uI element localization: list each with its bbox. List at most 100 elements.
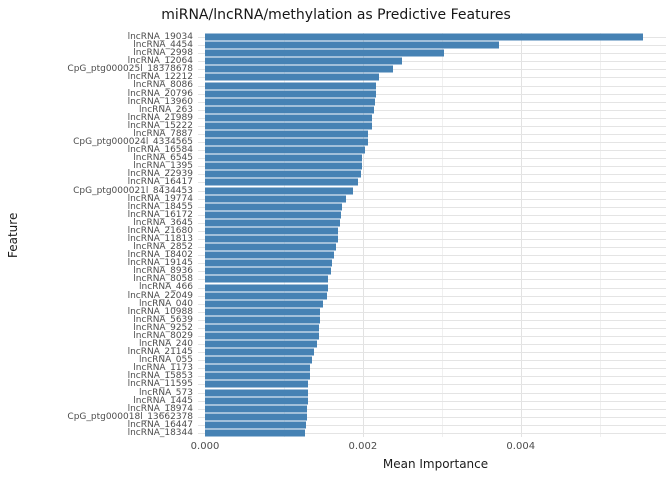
- y-tick-label: lncRNA_8058: [133, 274, 193, 285]
- y-gridline: [198, 400, 666, 402]
- y-gridline: [198, 279, 666, 281]
- y-tick-label: lncRNA_16584: [127, 145, 193, 156]
- x-gridline-minor: [283, 33, 285, 437]
- y-tick-label: lncRNA_21680: [127, 225, 193, 236]
- bar-row: [198, 33, 666, 41]
- y-tick-label: lncRNA_22049: [127, 290, 193, 301]
- y-gridline: [198, 335, 666, 337]
- bar-lncRNA_18455: [205, 203, 342, 211]
- y-gridline: [198, 327, 666, 329]
- y-gridline: [198, 247, 666, 249]
- y-tick-label: lncRNA_11813: [127, 234, 193, 244]
- bar-lncRNA_8936: [205, 267, 332, 275]
- y-tick-label: lncRNA_22939: [127, 169, 193, 180]
- bar-lncRNA_16447: [205, 421, 307, 429]
- bar-lncRNA_1173: [205, 364, 310, 372]
- y-gridline: [198, 408, 666, 410]
- y-tick-label: lncRNA_15853: [127, 371, 193, 382]
- x-tick-label: 0.002: [348, 441, 378, 452]
- bar-row: [198, 356, 666, 364]
- bar-lncRNA_19034: [205, 33, 644, 41]
- bar-lncRNA_20796: [205, 90, 376, 98]
- y-gridline: [198, 190, 666, 192]
- bar-lncRNA_3645: [205, 219, 340, 227]
- bar-lncRNA_040: [205, 300, 324, 308]
- bar-row: [198, 187, 666, 195]
- bar-lncRNA_240: [205, 340, 318, 348]
- bar-lncRNA_18344: [205, 429, 306, 437]
- y-tick-label: lncRNA_16447: [127, 419, 193, 430]
- bar-lncRNA_1395: [205, 162, 363, 170]
- y-gridline: [198, 271, 666, 273]
- bar-lncRNA_18974: [205, 405, 307, 413]
- y-gridline: [198, 69, 666, 71]
- bar-lncRNA_10988: [205, 308, 321, 316]
- bar-lncRNA_8086: [205, 82, 376, 89]
- bar-row: [198, 259, 666, 267]
- bar-row: [198, 316, 666, 324]
- bar-CpG_ptg000021l_8434453: [205, 187, 353, 195]
- bar-row: [198, 65, 666, 73]
- bar-lncRNA_7887: [205, 130, 369, 138]
- y-gridline: [198, 287, 666, 289]
- y-tick-label: lncRNA_040: [139, 298, 193, 309]
- x-tick-label: 0.000: [190, 441, 220, 452]
- bar-lncRNA_11813: [205, 235, 338, 243]
- x-gridline-minor: [599, 33, 601, 437]
- bar-row: [198, 372, 666, 380]
- y-gridline: [198, 166, 666, 168]
- x-gridline-major: [520, 33, 522, 437]
- y-tick-label: lncRNA_263: [139, 104, 193, 115]
- bar-lncRNA_4454: [205, 41, 500, 49]
- y-tick-label: lncRNA_10988: [127, 306, 193, 317]
- y-tick-label: lncRNA_21989: [127, 112, 193, 123]
- bar-row: [198, 98, 666, 106]
- bar-row: [198, 324, 666, 332]
- bar-row: [198, 162, 666, 170]
- bar-lncRNA_263: [205, 106, 374, 114]
- y-tick-label: lncRNA_4454: [133, 40, 193, 51]
- y-tick-label: lncRNA_055: [139, 355, 193, 366]
- y-tick-label: lncRNA_16417: [127, 177, 193, 188]
- bar-row: [198, 380, 666, 388]
- y-gridline: [198, 77, 666, 79]
- y-tick-label: lncRNA_15222: [127, 120, 193, 131]
- y-tick-label: lncRNA_21145: [127, 347, 193, 358]
- bar-row: [198, 178, 666, 186]
- x-axis-tick-labels: 0.000 0.002 0.004: [191, 441, 666, 454]
- bar-row: [198, 114, 666, 122]
- bar-row: [198, 267, 666, 275]
- y-tick-label: CpG_ptg000018l_13662378: [67, 411, 193, 422]
- bar-lncRNA_1445: [205, 397, 308, 405]
- y-gridline: [198, 174, 666, 176]
- y-gridline: [198, 61, 666, 63]
- bar-lncRNA_5639: [205, 316, 321, 324]
- y-axis-tick-labels: lncRNA_19034 lncRNA_4454 lncRNA_2998 lncRNA…: [0, 0, 200, 480]
- y-tick-label: lncRNA_6545: [133, 153, 193, 164]
- y-tick-label: lncRNA_18402: [127, 250, 193, 261]
- bar-row: [198, 41, 666, 49]
- bar-row: [198, 429, 666, 437]
- bar-lncRNA_8029: [205, 332, 319, 340]
- bar-lncRNA_19145: [205, 259, 333, 267]
- y-gridline: [198, 311, 666, 313]
- y-tick-label: lncRNA_2998: [133, 48, 193, 59]
- bar-row: [198, 340, 666, 348]
- bar-row: [198, 397, 666, 405]
- bar-row: [198, 122, 666, 130]
- bar-lncRNA_16584: [205, 146, 366, 154]
- bar-lncRNA_9252: [205, 324, 320, 332]
- x-axis-title: Mean Importance: [382, 457, 489, 471]
- chart-title: miRNA/lncRNA/methylation as Predictive F…: [161, 7, 511, 23]
- bar-row: [198, 49, 666, 57]
- y-gridline: [198, 182, 666, 184]
- y-gridline: [198, 392, 666, 394]
- y-tick-label: lncRNA_12212: [127, 72, 193, 83]
- y-gridline: [198, 384, 666, 386]
- y-gridline: [198, 150, 666, 152]
- bar-row: [198, 81, 666, 89]
- bar-lncRNA_573: [205, 389, 308, 397]
- y-gridline: [198, 424, 666, 426]
- y-gridline: [198, 222, 666, 224]
- bar-lncRNA_11595: [205, 380, 309, 388]
